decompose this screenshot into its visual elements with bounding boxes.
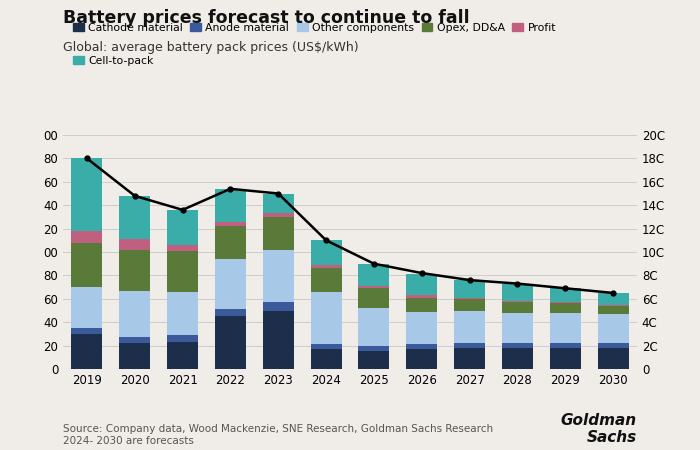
Bar — [215, 259, 246, 309]
Bar — [71, 328, 102, 334]
Bar — [454, 343, 485, 348]
Bar — [550, 343, 581, 348]
Bar — [454, 348, 485, 369]
Legend: Cell-to-pack: Cell-to-pack — [69, 51, 158, 70]
Bar — [358, 286, 389, 288]
Bar — [262, 250, 294, 302]
Bar — [502, 301, 533, 302]
Bar — [550, 288, 581, 302]
Bar — [262, 310, 294, 369]
Bar — [167, 292, 198, 335]
Bar — [502, 284, 533, 301]
Text: Global: average battery pack prices (US$/kWh): Global: average battery pack prices (US$… — [63, 40, 358, 54]
Bar — [358, 346, 389, 351]
Bar — [406, 349, 438, 369]
Bar — [71, 231, 102, 243]
Bar — [311, 240, 342, 265]
Bar — [215, 226, 246, 259]
Bar — [71, 287, 102, 328]
Bar — [550, 348, 581, 369]
Bar — [358, 264, 389, 286]
Bar — [215, 221, 246, 226]
Bar — [502, 343, 533, 348]
Bar — [502, 313, 533, 343]
Bar — [598, 348, 629, 369]
Bar — [262, 217, 294, 250]
Bar — [262, 194, 294, 213]
Bar — [71, 158, 102, 231]
Bar — [550, 302, 581, 303]
Bar — [262, 302, 294, 310]
Text: Battery prices forecast to continue to fall: Battery prices forecast to continue to f… — [63, 9, 470, 27]
Bar — [311, 344, 342, 349]
Bar — [406, 344, 438, 349]
Bar — [406, 295, 438, 297]
Bar — [598, 293, 629, 305]
Bar — [502, 302, 533, 313]
Bar — [502, 348, 533, 369]
Bar — [406, 274, 438, 295]
Bar — [215, 189, 246, 221]
Bar — [119, 343, 150, 369]
Bar — [598, 306, 629, 314]
Bar — [167, 342, 198, 369]
Bar — [119, 338, 150, 343]
Bar — [167, 210, 198, 245]
Text: Goldman
Sachs: Goldman Sachs — [561, 413, 637, 446]
Bar — [358, 288, 389, 308]
Bar — [262, 213, 294, 217]
Bar — [215, 309, 246, 316]
Bar — [598, 314, 629, 343]
Bar — [550, 303, 581, 313]
Bar — [311, 292, 342, 344]
Bar — [167, 245, 198, 251]
Bar — [311, 268, 342, 292]
Bar — [358, 308, 389, 346]
Bar — [406, 312, 438, 344]
Bar — [119, 196, 150, 239]
Bar — [598, 305, 629, 306]
Bar — [167, 335, 198, 342]
Bar — [358, 351, 389, 369]
Bar — [71, 243, 102, 287]
Bar — [119, 239, 150, 250]
Bar — [454, 299, 485, 310]
Bar — [71, 334, 102, 369]
Bar — [406, 297, 438, 312]
Bar — [311, 265, 342, 268]
Bar — [119, 291, 150, 338]
Bar — [454, 280, 485, 297]
Bar — [311, 349, 342, 369]
Bar — [215, 316, 246, 369]
Bar — [454, 297, 485, 299]
Bar — [550, 313, 581, 343]
Bar — [167, 251, 198, 292]
Bar — [454, 310, 485, 343]
Text: Source: Company data, Wood Mackenzie, SNE Research, Goldman Sachs Research
2024-: Source: Company data, Wood Mackenzie, SN… — [63, 424, 493, 446]
Bar — [598, 343, 629, 348]
Bar — [119, 250, 150, 291]
